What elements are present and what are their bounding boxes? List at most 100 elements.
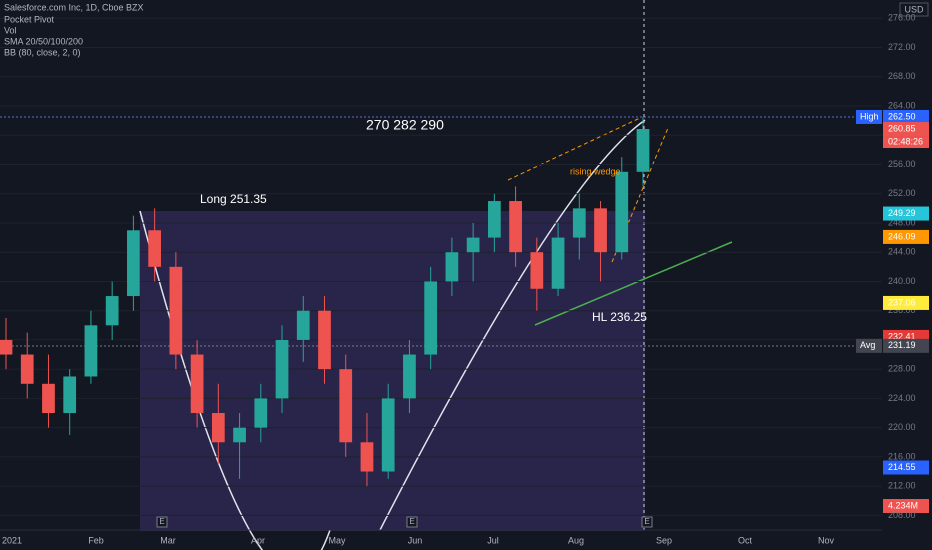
y-tick-label: 228.00 bbox=[888, 364, 916, 374]
price-tag-note: High bbox=[860, 111, 879, 121]
candle-body bbox=[211, 413, 225, 443]
candle-body bbox=[296, 310, 310, 340]
candle-body bbox=[615, 171, 629, 253]
candle-body bbox=[339, 369, 353, 443]
x-tick-label: Feb bbox=[88, 535, 104, 545]
price-tag: 246.09 bbox=[888, 231, 916, 241]
annotation-long: Long 251.35 bbox=[200, 192, 267, 206]
candle-body bbox=[318, 310, 331, 370]
x-tick-label: Apr bbox=[251, 535, 265, 545]
y-tick-label: 272.00 bbox=[888, 42, 916, 52]
candle-body bbox=[127, 230, 140, 297]
candle-body bbox=[148, 230, 162, 267]
earnings-box bbox=[406, 516, 418, 528]
candle-body bbox=[551, 237, 565, 289]
price-tag: 232.41 bbox=[888, 331, 916, 341]
candle-body bbox=[572, 208, 586, 238]
indicator-label: Pocket Pivot bbox=[4, 14, 55, 24]
annotation-wedge: rising wedge bbox=[570, 166, 621, 176]
x-tick-label: Aug bbox=[568, 535, 584, 545]
candle-body bbox=[487, 201, 501, 238]
price-tag: 231.19 bbox=[888, 340, 916, 350]
price-tag-box bbox=[883, 460, 929, 475]
candle-body bbox=[424, 281, 438, 355]
price-tag: 249.29 bbox=[888, 208, 916, 218]
earnings-marker: E bbox=[644, 517, 649, 526]
x-tick-label: Nov bbox=[818, 535, 835, 545]
price-tag-box bbox=[883, 229, 929, 244]
indicator-label: SMA 20/50/100/200 bbox=[4, 36, 83, 46]
candle-body bbox=[445, 252, 459, 282]
candle-body bbox=[509, 201, 522, 253]
candle-body bbox=[530, 252, 544, 289]
candle-body bbox=[0, 339, 13, 355]
indicator-label: BB (80, close, 2, 0) bbox=[4, 47, 81, 57]
x-tick-label: Jul bbox=[487, 535, 499, 545]
y-tick-label: 264.00 bbox=[888, 100, 916, 110]
annotation-hl: HL 236.25 bbox=[592, 310, 647, 324]
indicator-label: Vol bbox=[4, 25, 17, 35]
y-tick-label: 248.00 bbox=[888, 217, 916, 227]
currency-box bbox=[899, 2, 929, 17]
plot bbox=[0, 17, 882, 516]
price-tag: 262.50 bbox=[888, 111, 916, 121]
y-tick-label: 236.00 bbox=[888, 305, 916, 315]
price-tag-box bbox=[883, 295, 929, 310]
long-position-zone bbox=[140, 211, 645, 531]
price-tag-box bbox=[883, 338, 929, 353]
earnings-marker: E bbox=[159, 517, 164, 526]
candle-body bbox=[403, 354, 416, 399]
candle-body bbox=[594, 208, 607, 253]
x-tick-label: May bbox=[328, 535, 346, 545]
y-tick-label: 208.00 bbox=[888, 510, 916, 520]
y-tick-label: 252.00 bbox=[888, 188, 916, 198]
candle-body bbox=[466, 237, 480, 253]
candle-body bbox=[190, 354, 204, 414]
candle-body bbox=[63, 376, 77, 414]
price-tag-box bbox=[883, 109, 929, 124]
y-tick-label: 216.00 bbox=[888, 451, 916, 461]
currency: USD bbox=[904, 4, 924, 14]
y-tick-label: 256.00 bbox=[888, 159, 916, 169]
volume-tag-box bbox=[883, 499, 929, 513]
candle-body bbox=[254, 398, 268, 428]
x-tick-label: Mar bbox=[160, 535, 176, 545]
price-tag: 237.06 bbox=[888, 297, 916, 307]
price-tag-box bbox=[883, 206, 929, 221]
price-tag-note: Avg bbox=[860, 340, 875, 350]
price-tag: 260.85 bbox=[888, 123, 916, 133]
x-tick-label: Sep bbox=[656, 535, 672, 545]
earnings-marker: E bbox=[409, 517, 414, 526]
x-tick-label: Oct bbox=[738, 535, 753, 545]
symbol-title: Salesforce.com Inc, 1D, Cboe BZX bbox=[4, 2, 144, 12]
y-tick-label: 224.00 bbox=[888, 393, 916, 403]
price-tag-note-box bbox=[856, 109, 882, 124]
earnings-box bbox=[156, 516, 168, 528]
candle-body bbox=[84, 325, 98, 377]
candle-body bbox=[275, 339, 289, 399]
y-tick-label: 244.00 bbox=[888, 247, 916, 257]
candle-body bbox=[169, 266, 183, 355]
y-tick-label: 268.00 bbox=[888, 71, 916, 81]
price-tag: 214.55 bbox=[888, 462, 916, 472]
annotation-targets: 270 282 290 bbox=[366, 117, 444, 133]
candle-body bbox=[233, 427, 246, 443]
price-tag-note-box bbox=[856, 338, 882, 353]
y-tick-label: 240.00 bbox=[888, 276, 916, 286]
earnings-box bbox=[641, 516, 653, 528]
price-tag-box bbox=[883, 122, 929, 137]
candle-body bbox=[360, 442, 374, 472]
y-tick-label: 276.00 bbox=[888, 13, 916, 23]
candle-body bbox=[636, 129, 650, 172]
y-tick-label: 212.00 bbox=[888, 481, 916, 491]
price-tag-note: 02:48:26 bbox=[888, 136, 923, 146]
x-tick-label: 2021 bbox=[2, 535, 22, 545]
candle-body bbox=[20, 354, 34, 384]
price-tag-note-box bbox=[883, 136, 929, 149]
candle-body bbox=[42, 383, 55, 414]
volume-tag: 4.234M bbox=[888, 500, 918, 510]
candle-body bbox=[105, 296, 119, 326]
y-tick-label: 220.00 bbox=[888, 422, 916, 432]
